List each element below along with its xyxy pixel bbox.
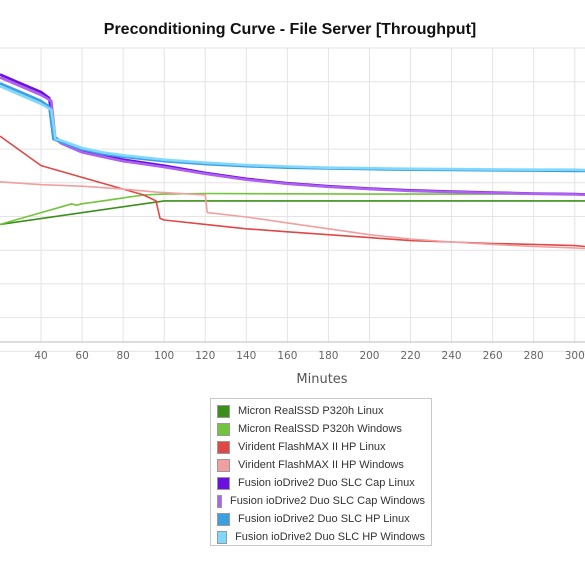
series-line-1 — [0, 200, 585, 226]
plot-area — [0, 73, 585, 250]
x-tick-label: 280 — [524, 350, 544, 362]
series-line-8 — [0, 85, 585, 172]
x-tick-label: 100 — [154, 350, 174, 362]
legend-label: Micron RealSSD P320h Windows — [238, 423, 402, 435]
legend-label: Virident FlashMAX II HP Linux — [238, 441, 386, 453]
series-line-6 — [0, 76, 585, 196]
legend-swatch — [217, 458, 230, 472]
series-line-2 — [0, 192, 585, 226]
legend-label: Fusion ioDrive2 Duo SLC Cap Linux — [238, 477, 415, 489]
x-tick-label: 240 — [442, 350, 462, 362]
legend-item[interactable]: Fusion ioDrive2 Duo SLC Cap Linux — [217, 474, 425, 492]
x-tick-label: 160 — [277, 350, 297, 362]
legend-item[interactable]: Micron RealSSD P320h Linux — [217, 402, 425, 420]
x-tick-label: 300 — [565, 350, 585, 362]
series-line-5 — [0, 73, 585, 196]
grid — [0, 47, 585, 352]
legend-item[interactable]: Fusion ioDrive2 Duo SLC Cap Windows — [217, 492, 425, 510]
legend-item[interactable]: Fusion ioDrive2 Duo SLC HP Windows — [217, 528, 425, 546]
series-line-7 — [0, 82, 585, 173]
legend-label: Fusion ioDrive2 Duo SLC Cap Windows — [229, 495, 425, 507]
x-tick-label: 140 — [236, 350, 256, 362]
x-tick-label: 220 — [401, 350, 421, 362]
legend-label: Fusion ioDrive2 Duo SLC HP Linux — [238, 513, 410, 525]
legend-swatch — [217, 440, 230, 454]
x-axis-title: Minutes — [296, 372, 347, 387]
legend-label: Fusion ioDrive2 Duo SLC HP Windows — [235, 531, 425, 543]
chart-title: Preconditioning Curve - File Server [Thr… — [104, 21, 476, 38]
series-line-4 — [0, 181, 585, 250]
legend-swatch — [217, 494, 222, 508]
legend-label: Micron RealSSD P320h Linux — [238, 405, 384, 417]
legend-item[interactable]: Micron RealSSD P320h Windows — [217, 420, 425, 438]
legend-swatch — [217, 476, 230, 490]
x-axis: 40 60 80 100 120 140 160 180 200 220 240 260 280 300 — [0, 341, 585, 362]
legend-swatch — [217, 530, 228, 544]
x-tick-label: 200 — [359, 350, 379, 362]
x-tick-label: 80 — [116, 350, 129, 362]
x-tick-label: 120 — [195, 350, 215, 362]
legend-swatch — [217, 422, 230, 436]
legend-item[interactable]: Fusion ioDrive2 Duo SLC HP Linux — [217, 510, 425, 528]
x-tick-label: 260 — [483, 350, 503, 362]
legend: Micron RealSSD P320h Linux Micron RealSSD… — [210, 398, 432, 546]
x-tick-label: 40 — [34, 350, 47, 362]
x-tick-label: 60 — [75, 350, 88, 362]
legend-item[interactable]: Virident FlashMAX II HP Linux — [217, 438, 425, 456]
x-tick-label: 180 — [318, 350, 338, 362]
legend-label: Virident FlashMAX II HP Windows — [238, 459, 404, 471]
legend-swatch — [217, 512, 230, 526]
legend-item[interactable]: Virident FlashMAX II HP Windows — [217, 456, 425, 474]
legend-swatch — [217, 404, 230, 418]
